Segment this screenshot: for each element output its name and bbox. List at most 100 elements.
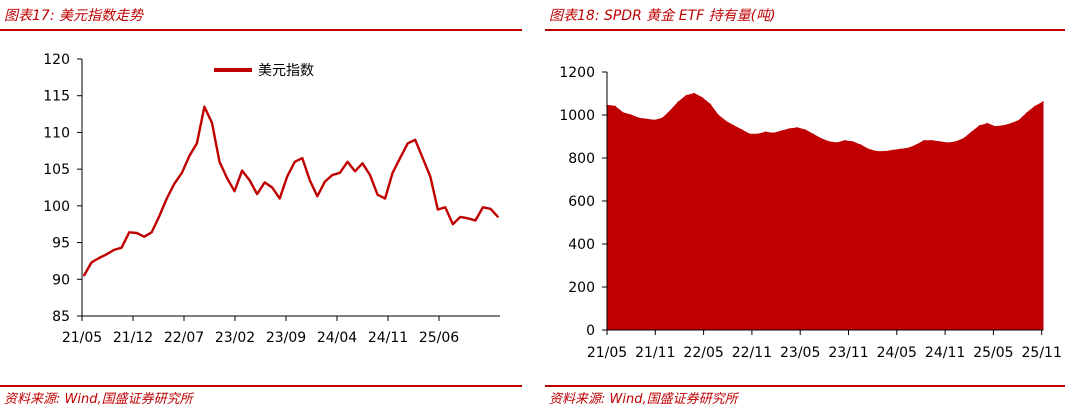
data-point bbox=[828, 141, 830, 143]
data-point bbox=[436, 208, 439, 211]
data-point bbox=[369, 174, 371, 176]
data-point bbox=[135, 232, 138, 234]
x-tick-label: 21/12 bbox=[113, 330, 153, 346]
data-point bbox=[788, 128, 791, 130]
data-point bbox=[653, 119, 656, 122]
right-source-rule bbox=[545, 385, 1065, 387]
x-tick-label: 23/05 bbox=[780, 345, 820, 361]
data-point bbox=[354, 170, 356, 173]
data-point bbox=[150, 231, 153, 234]
data-point bbox=[923, 140, 925, 142]
data-point bbox=[740, 129, 743, 131]
y-tick-label: 800 bbox=[568, 151, 595, 167]
y-tick-label: 105 bbox=[43, 162, 70, 178]
x-tick-label: 23/02 bbox=[215, 330, 255, 346]
data-point bbox=[323, 180, 326, 183]
data-point bbox=[1042, 101, 1044, 103]
data-point bbox=[733, 124, 735, 127]
x-tick-label: 25/11 bbox=[1022, 345, 1062, 361]
data-point bbox=[482, 206, 484, 209]
data-point bbox=[947, 142, 949, 144]
data-point bbox=[970, 131, 973, 133]
x-tick-label: 25/05 bbox=[973, 345, 1013, 361]
data-point bbox=[474, 219, 477, 222]
data-point bbox=[233, 190, 236, 193]
left-chart-title: 图表17: 美元指数走势 bbox=[4, 8, 143, 24]
data-point bbox=[939, 141, 941, 143]
data-point bbox=[278, 197, 281, 200]
left-source-rule bbox=[0, 385, 522, 387]
data-point bbox=[316, 195, 319, 198]
data-point bbox=[907, 147, 910, 150]
data-point bbox=[986, 122, 989, 125]
data-point bbox=[226, 177, 228, 179]
data-point bbox=[701, 97, 703, 99]
data-point bbox=[685, 94, 688, 97]
data-point bbox=[978, 124, 981, 127]
data-point bbox=[717, 114, 719, 116]
x-tick-label: 23/11 bbox=[828, 345, 868, 361]
spdr-gold-area-chart: 0 200 400 600 800 1000 1200 21/05 21/11 22/05 22/1… bbox=[559, 65, 1062, 361]
data-point bbox=[804, 129, 806, 131]
data-point bbox=[931, 140, 933, 142]
data-point bbox=[391, 171, 394, 174]
x-tick-label: 24/04 bbox=[317, 330, 357, 346]
data-point bbox=[459, 215, 462, 218]
data-point bbox=[105, 253, 108, 256]
data-point bbox=[780, 130, 783, 132]
data-point bbox=[1026, 112, 1028, 114]
y-tick-label: 115 bbox=[43, 89, 70, 105]
dxy-line-chart: 85 90 95 100 105 110 115 120 21/05 21/12 22/07 23/0… bbox=[43, 52, 500, 346]
y-tick-label: 110 bbox=[43, 125, 70, 141]
data-point bbox=[1010, 122, 1013, 125]
data-point bbox=[256, 193, 259, 196]
data-point bbox=[271, 186, 274, 189]
x-tick-label: 22/07 bbox=[164, 330, 204, 346]
data-point bbox=[188, 155, 191, 157]
x-tick-label: 21/05 bbox=[62, 330, 102, 346]
data-point bbox=[180, 171, 183, 174]
data-point bbox=[859, 144, 862, 146]
data-point bbox=[709, 103, 711, 106]
data-point bbox=[836, 142, 838, 144]
data-point bbox=[399, 157, 402, 160]
data-point bbox=[406, 142, 409, 145]
data-point bbox=[346, 160, 349, 163]
right-chart-title: 图表18: SPDR 黄金 ETF 持有量(吨) bbox=[549, 8, 776, 24]
data-point bbox=[962, 137, 965, 140]
data-point bbox=[113, 249, 116, 251]
x-tick-label: 22/05 bbox=[683, 345, 723, 361]
data-point bbox=[98, 257, 100, 259]
data-point bbox=[867, 148, 870, 151]
data-point bbox=[875, 150, 878, 153]
data-point bbox=[361, 162, 364, 165]
data-point bbox=[1018, 119, 1021, 122]
data-point bbox=[211, 121, 213, 124]
data-point bbox=[622, 112, 624, 114]
data-point bbox=[915, 144, 917, 146]
data-point bbox=[725, 120, 727, 123]
data-point bbox=[883, 150, 886, 153]
data-point bbox=[677, 101, 680, 103]
x-tick-label: 22/11 bbox=[732, 345, 772, 361]
data-point bbox=[489, 207, 492, 210]
data-point bbox=[308, 179, 311, 182]
series-line-dollar-index bbox=[82, 105, 499, 277]
data-point bbox=[764, 131, 767, 133]
y-tick-label: 95 bbox=[52, 236, 70, 252]
left-title-rule bbox=[0, 29, 522, 31]
data-point bbox=[661, 117, 664, 120]
data-point bbox=[165, 197, 168, 200]
data-point bbox=[158, 215, 161, 218]
y-tick-label: 85 bbox=[52, 309, 70, 325]
data-point bbox=[263, 181, 266, 184]
right-source-note: 资料来源: Wind,国盛证券研究所 bbox=[549, 392, 738, 407]
right-panel: 图表18: SPDR 黄金 ETF 持有量(吨) 0 200 400 600 800 10… bbox=[545, 0, 1065, 412]
data-point bbox=[414, 138, 417, 141]
data-point bbox=[83, 274, 85, 277]
left-panel: 图表17: 美元指数走势 85 90 95 100 105 110 115 120 21/05 2… bbox=[0, 0, 522, 412]
y-tick-label: 100 bbox=[43, 199, 70, 215]
data-point bbox=[421, 157, 424, 160]
data-point bbox=[120, 246, 123, 249]
data-point bbox=[669, 109, 672, 112]
